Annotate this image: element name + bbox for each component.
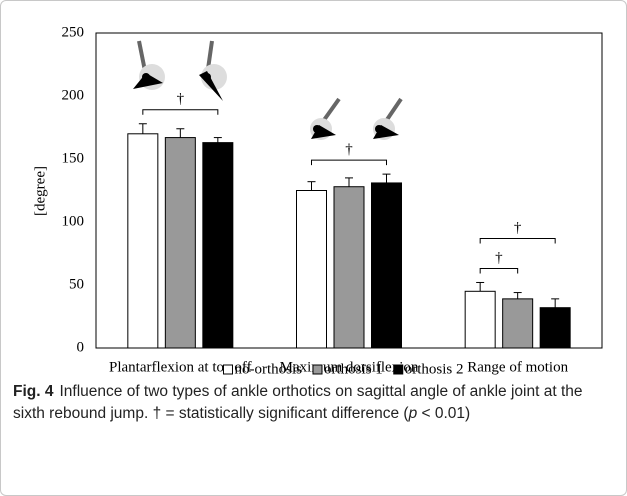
ankle-icon bbox=[133, 41, 401, 140]
y-tick-label: 100 bbox=[62, 213, 85, 229]
x-tick-label: Range of motion bbox=[467, 359, 568, 375]
significance-bracket bbox=[143, 110, 218, 115]
legend-label: no-orthosis bbox=[234, 361, 302, 377]
legend-label: orthosis 2 bbox=[405, 361, 464, 377]
bar bbox=[372, 183, 402, 348]
bar bbox=[203, 143, 233, 348]
bar bbox=[297, 191, 327, 349]
significance-bracket bbox=[480, 268, 518, 273]
bar bbox=[465, 291, 495, 348]
caption-text: p bbox=[409, 405, 418, 422]
caption-text: < 0.01) bbox=[417, 405, 470, 422]
significance-label: † bbox=[345, 142, 353, 158]
error-bar bbox=[214, 138, 222, 143]
significance-label: † bbox=[495, 250, 503, 266]
error-bar bbox=[383, 174, 391, 183]
y-tick-label: 250 bbox=[62, 24, 85, 40]
bar bbox=[128, 134, 158, 348]
error-bar bbox=[308, 182, 316, 191]
caption-label: Fig. 4 bbox=[13, 383, 53, 400]
y-axis-label: [degree] bbox=[32, 166, 48, 216]
significance-bracket bbox=[480, 238, 555, 243]
bar bbox=[334, 187, 364, 348]
bar bbox=[503, 299, 533, 348]
legend-swatch bbox=[313, 365, 322, 374]
error-bar bbox=[476, 282, 484, 291]
error-bar bbox=[514, 293, 522, 299]
y-tick-label: 150 bbox=[62, 150, 85, 166]
legend-swatch bbox=[394, 365, 403, 374]
error-bar bbox=[139, 124, 147, 134]
significance-label: † bbox=[514, 220, 522, 236]
legend-swatch bbox=[223, 365, 232, 374]
significance-bracket bbox=[312, 160, 387, 165]
figure: [degree] 050100150200250Plantarflexion a… bbox=[0, 0, 627, 496]
bar bbox=[540, 308, 570, 348]
significance-label: † bbox=[177, 91, 185, 107]
caption-text: Influence of two types of ankle orthotic… bbox=[13, 383, 583, 422]
legend-label: orthosis 1 bbox=[324, 361, 383, 377]
y-tick-label: 0 bbox=[77, 339, 85, 355]
y-tick-label: 50 bbox=[69, 276, 84, 292]
error-bar bbox=[345, 178, 353, 187]
y-tick-label: 200 bbox=[62, 87, 85, 103]
error-bar bbox=[176, 129, 184, 138]
error-bar bbox=[551, 299, 559, 308]
bar bbox=[165, 138, 195, 348]
